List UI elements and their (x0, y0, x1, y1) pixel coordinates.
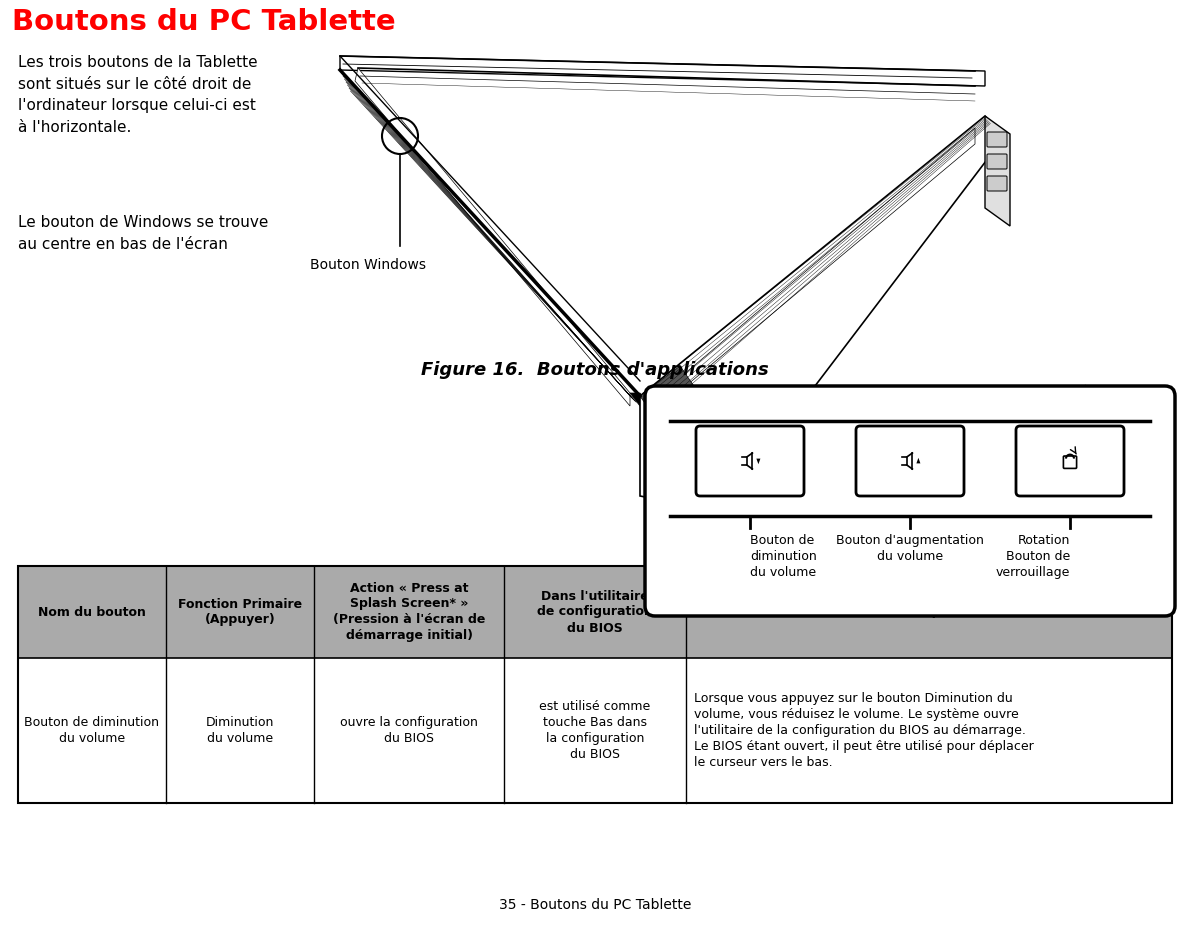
Text: Dans l'utilitaire
de configuration
du BIOS: Dans l'utilitaire de configuration du BI… (537, 590, 653, 634)
Text: Bouton Windows: Bouton Windows (311, 258, 426, 272)
Text: 35 - Boutons du PC Tablette: 35 - Boutons du PC Tablette (499, 898, 691, 912)
FancyBboxPatch shape (696, 426, 804, 496)
Text: est utilisé comme
touche Bas dans
la configuration
du BIOS: est utilisé comme touche Bas dans la con… (539, 700, 651, 761)
Polygon shape (916, 457, 920, 463)
Text: Bouton de diminution
du volume: Bouton de diminution du volume (25, 716, 159, 745)
Polygon shape (640, 116, 1006, 511)
Text: ouvre la configuration
du BIOS: ouvre la configuration du BIOS (340, 716, 478, 745)
Polygon shape (355, 68, 630, 406)
Polygon shape (340, 56, 985, 86)
Text: Bouton de
diminution
du volume: Bouton de diminution du volume (750, 534, 816, 579)
Text: Figure 16.  Boutons d'applications: Figure 16. Boutons d'applications (421, 361, 769, 379)
Polygon shape (640, 366, 760, 511)
Text: Bouton d'augmentation
du volume: Bouton d'augmentation du volume (837, 534, 984, 563)
FancyBboxPatch shape (987, 154, 1007, 169)
FancyBboxPatch shape (987, 176, 1007, 191)
Polygon shape (985, 116, 1010, 226)
Text: Fonction Primaire
(Appuyer): Fonction Primaire (Appuyer) (178, 597, 302, 627)
Circle shape (646, 392, 655, 400)
Text: Action « Press at
Splash Screen* »
(Pression à l'écran de
démarrage initial): Action « Press at Splash Screen* » (Pres… (333, 582, 486, 643)
Text: Nom du bouton: Nom du bouton (38, 606, 146, 619)
Polygon shape (18, 566, 1172, 658)
Text: Boutons du PC Tablette: Boutons du PC Tablette (12, 8, 395, 36)
Text: Diminution
du volume: Diminution du volume (206, 716, 274, 745)
Polygon shape (757, 458, 760, 464)
Text: Les trois boutons de la Tablette
sont situés sur le côté droit de
l'ordinateur l: Les trois boutons de la Tablette sont si… (18, 55, 257, 135)
Text: Lorsque vous appuyez sur le bouton Diminution du
volume, vous réduisez le volume: Lorsque vous appuyez sur le bouton Dimin… (694, 692, 1034, 769)
Polygon shape (18, 658, 1172, 803)
Polygon shape (630, 393, 720, 498)
Text: Description: Description (889, 606, 969, 619)
Text: Rotation
Bouton de
verrouillage: Rotation Bouton de verrouillage (996, 534, 1070, 579)
FancyBboxPatch shape (1016, 426, 1125, 496)
FancyBboxPatch shape (987, 132, 1007, 147)
FancyBboxPatch shape (856, 426, 964, 496)
Text: Le bouton de Windows se trouve
au centre en bas de l'écran: Le bouton de Windows se trouve au centre… (18, 215, 269, 252)
Polygon shape (650, 128, 975, 416)
FancyBboxPatch shape (645, 386, 1175, 616)
